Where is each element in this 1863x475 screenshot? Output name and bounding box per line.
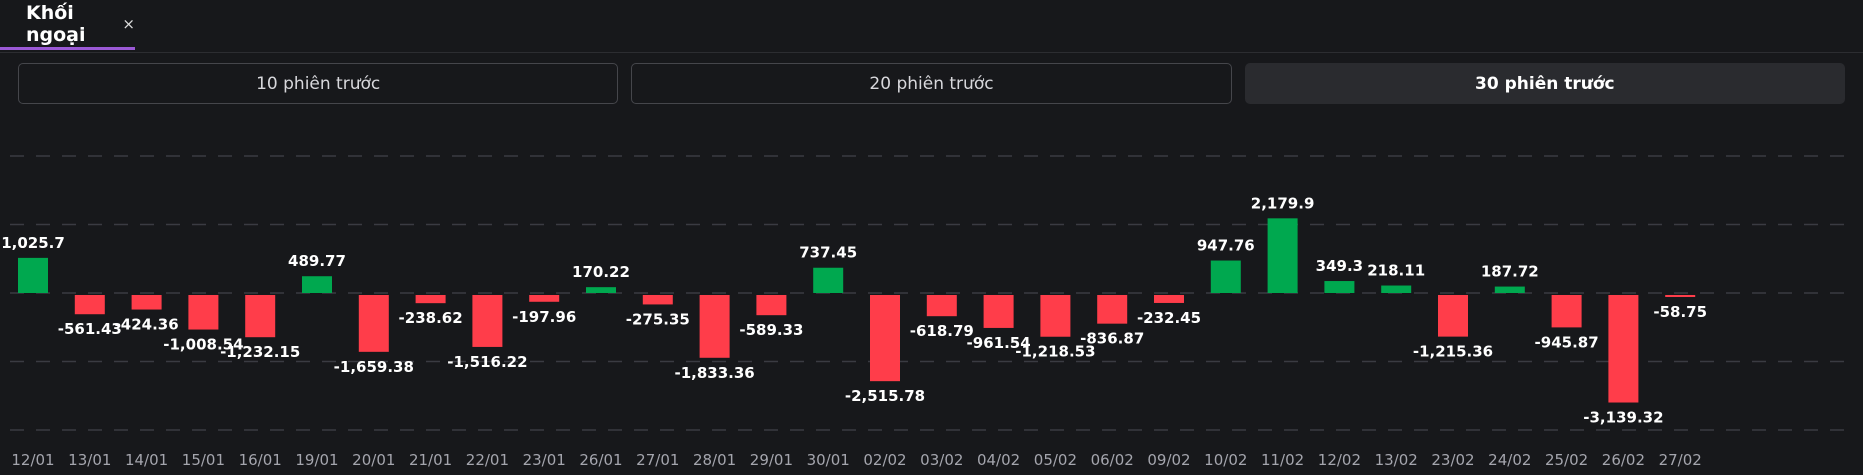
x-tick-label: 12/01 bbox=[11, 451, 54, 469]
data-label: -197.96 bbox=[512, 308, 576, 326]
bar-23/02 bbox=[1438, 295, 1468, 337]
x-tick-label: 24/02 bbox=[1488, 451, 1531, 469]
bar-03/02 bbox=[926, 295, 957, 317]
x-tick-label: 02/02 bbox=[863, 451, 906, 469]
x-tick-label: 06/02 bbox=[1091, 451, 1134, 469]
tab-khoi-ngoai[interactable]: Khối ngoại × bbox=[0, 0, 135, 50]
period-10-button[interactable]: 10 phiên trước bbox=[18, 63, 619, 104]
data-label: 187.72 bbox=[1481, 263, 1539, 281]
x-tick-label: 12/02 bbox=[1318, 451, 1361, 469]
x-tick-label: 27/01 bbox=[636, 451, 679, 469]
x-tick-label: 28/01 bbox=[693, 451, 736, 469]
x-tick-label: 15/01 bbox=[182, 451, 225, 469]
bar-14/01 bbox=[131, 295, 162, 310]
bar-04/02 bbox=[983, 295, 1014, 328]
tab-bar: Khối ngoại × bbox=[0, 0, 1863, 53]
x-tick-label: 13/02 bbox=[1375, 451, 1418, 469]
data-label: 1,025.7 bbox=[1, 234, 65, 252]
data-label: -961.54 bbox=[967, 334, 1031, 352]
bar-02/02 bbox=[870, 295, 900, 382]
bar-11/02 bbox=[1267, 218, 1298, 293]
data-label: -1,008.54 bbox=[163, 336, 243, 354]
data-label: -945.87 bbox=[1535, 333, 1599, 351]
data-label: -275.35 bbox=[626, 310, 690, 328]
x-tick-label: 25/02 bbox=[1545, 451, 1588, 469]
bar-06/02 bbox=[1097, 295, 1128, 324]
x-tick-label: 27/02 bbox=[1659, 451, 1702, 469]
bar-20/01 bbox=[358, 295, 389, 352]
data-label: -1,232.15 bbox=[220, 343, 300, 361]
data-label: -238.62 bbox=[399, 309, 463, 327]
data-label: 489.77 bbox=[288, 252, 346, 270]
x-tick-label: 11/02 bbox=[1261, 451, 1304, 469]
x-tick-label: 09/02 bbox=[1147, 451, 1190, 469]
data-label: -1,833.36 bbox=[674, 364, 754, 382]
data-label: 218.11 bbox=[1367, 262, 1425, 280]
x-tick-label: 05/02 bbox=[1034, 451, 1077, 469]
bar-30/01 bbox=[813, 267, 844, 293]
bar-25/02 bbox=[1551, 295, 1582, 328]
bar-27/01 bbox=[642, 295, 673, 305]
x-tick-label: 16/01 bbox=[239, 451, 282, 469]
bar-12/02 bbox=[1324, 281, 1355, 293]
x-tick-label: 03/02 bbox=[920, 451, 963, 469]
bar-29/01 bbox=[756, 295, 787, 316]
bar-19/01 bbox=[302, 276, 332, 293]
data-label: 2,179.9 bbox=[1251, 194, 1315, 212]
data-label: -232.45 bbox=[1137, 309, 1201, 327]
close-icon[interactable]: × bbox=[122, 14, 135, 33]
x-tick-label: 26/02 bbox=[1602, 451, 1645, 469]
bar-27/02 bbox=[1665, 295, 1696, 298]
x-tick-label: 23/01 bbox=[523, 451, 566, 469]
bar-09/02 bbox=[1154, 295, 1184, 303]
data-label: -1,516.22 bbox=[447, 353, 527, 371]
data-label: -3,139.32 bbox=[1583, 409, 1663, 427]
data-label: -2,515.78 bbox=[845, 387, 925, 405]
bar-22/01 bbox=[472, 295, 503, 347]
data-label: 947.76 bbox=[1197, 237, 1255, 255]
data-label: -1,659.38 bbox=[334, 358, 414, 376]
bar-26/01 bbox=[586, 287, 616, 293]
data-label: 737.45 bbox=[799, 244, 857, 262]
x-tick-label: 10/02 bbox=[1204, 451, 1247, 469]
data-label: -618.79 bbox=[910, 322, 974, 340]
x-tick-label: 21/01 bbox=[409, 451, 452, 469]
data-label: -561.43 bbox=[58, 320, 122, 338]
bar-13/01 bbox=[74, 295, 105, 315]
bar-16/01 bbox=[245, 295, 276, 338]
bar-12/01 bbox=[18, 257, 48, 293]
x-tick-label: 26/01 bbox=[579, 451, 622, 469]
x-tick-label: 13/01 bbox=[68, 451, 111, 469]
x-tick-label: 23/02 bbox=[1431, 451, 1474, 469]
data-label: -424.36 bbox=[115, 316, 179, 334]
x-tick-label: 30/01 bbox=[807, 451, 850, 469]
data-label: 349.3 bbox=[1316, 257, 1363, 275]
period-20-button[interactable]: 20 phiên trước bbox=[631, 63, 1232, 104]
tab-label: Khối ngoại bbox=[26, 1, 86, 46]
x-tick-label: 20/01 bbox=[352, 451, 395, 469]
period-30-button[interactable]: 30 phiên trước bbox=[1244, 63, 1845, 104]
bar-23/01 bbox=[529, 295, 560, 302]
x-tick-label: 04/02 bbox=[977, 451, 1020, 469]
data-label: -1,215.36 bbox=[1413, 343, 1493, 361]
x-tick-label: 29/01 bbox=[750, 451, 793, 469]
bar-10/02 bbox=[1210, 260, 1241, 293]
x-tick-label: 19/01 bbox=[295, 451, 338, 469]
data-label: -58.75 bbox=[1653, 303, 1707, 321]
bar-24/02 bbox=[1494, 286, 1525, 293]
bar-05/02 bbox=[1040, 295, 1071, 337]
data-label: 170.22 bbox=[572, 263, 630, 281]
x-tick-label: 14/01 bbox=[125, 451, 168, 469]
period-selector: 10 phiên trước 20 phiên trước 30 phiên t… bbox=[18, 63, 1845, 104]
x-tick-label: 22/01 bbox=[466, 451, 509, 469]
bar-13/02 bbox=[1381, 285, 1412, 293]
bar-21/01 bbox=[415, 295, 446, 304]
data-label: -836.87 bbox=[1080, 330, 1144, 348]
bar-28/01 bbox=[699, 295, 730, 358]
data-label: -589.33 bbox=[739, 321, 803, 339]
bar-15/01 bbox=[188, 295, 219, 330]
bar-26/02 bbox=[1608, 295, 1639, 403]
data-label: -1,218.53 bbox=[1015, 343, 1095, 361]
